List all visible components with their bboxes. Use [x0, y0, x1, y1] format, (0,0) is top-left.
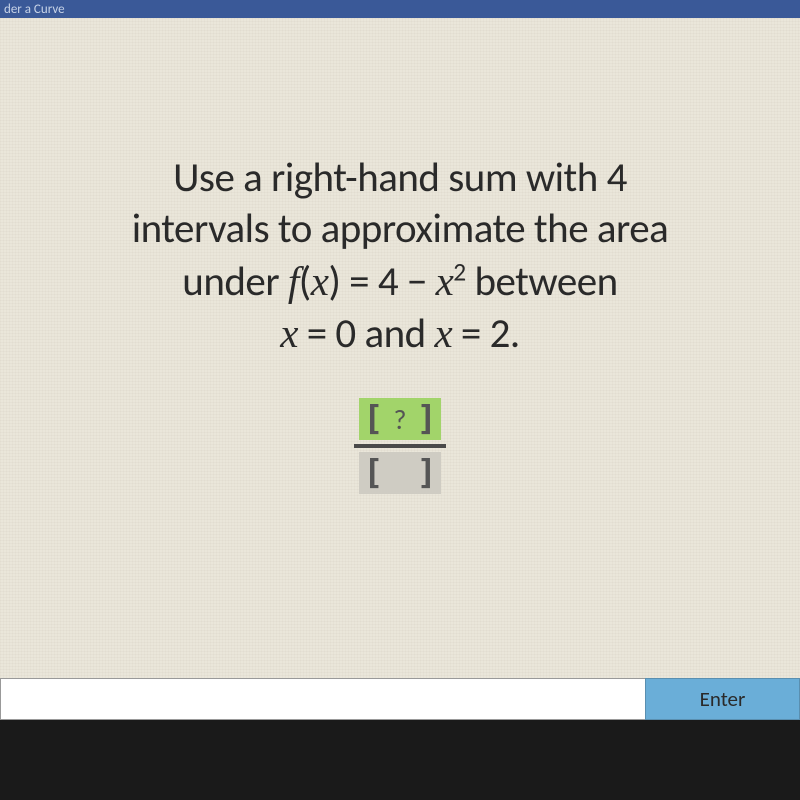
text-segment: Use a right-hand sum with	[173, 153, 607, 203]
text-segment: under	[182, 257, 288, 307]
answer-input[interactable]	[0, 678, 645, 720]
text-segment: (	[299, 257, 311, 307]
text-segment: between	[466, 257, 618, 307]
denominator-box[interactable]: [ ]	[359, 452, 441, 494]
bracket-right: ]	[417, 399, 437, 439]
problem-line-3: under f(x) = 4 − x2 between	[132, 256, 669, 308]
text-segment: ) = 4 −	[328, 257, 435, 307]
math-x: x	[436, 258, 454, 304]
footer-row: Enter	[0, 678, 800, 720]
math-x: x	[434, 310, 452, 356]
math-x: x	[311, 258, 329, 304]
numerator-value: ?	[394, 402, 407, 437]
bottom-strip	[0, 720, 800, 800]
math-exponent: 2	[453, 256, 465, 287]
content-area: Use a right-hand sum with 4 intervals to…	[0, 18, 800, 720]
bracket-left: [	[363, 399, 383, 439]
enter-button[interactable]: Enter	[645, 678, 800, 720]
problem-text: Use a right-hand sum with 4 intervals to…	[132, 153, 669, 360]
answer-fraction: [ ? ] [ ]	[354, 398, 446, 494]
problem-line-4: x = 0 and x = 2.	[132, 308, 669, 360]
bracket-left: [	[363, 453, 383, 493]
bracket-right: ]	[417, 453, 437, 493]
math-x: x	[280, 310, 298, 356]
text-segment: = 0 and	[298, 309, 435, 359]
fraction-bar	[354, 444, 446, 448]
header-title: der a Curve	[4, 2, 65, 17]
header-bar: der a Curve	[0, 0, 800, 18]
text-segment: = 2.	[452, 309, 520, 359]
problem-line-1: Use a right-hand sum with 4	[132, 153, 669, 204]
interval-count: 4	[607, 153, 627, 203]
math-f: f	[288, 258, 299, 304]
problem-line-2: intervals to approximate the area	[132, 204, 669, 255]
numerator-box[interactable]: [ ? ]	[359, 398, 441, 440]
